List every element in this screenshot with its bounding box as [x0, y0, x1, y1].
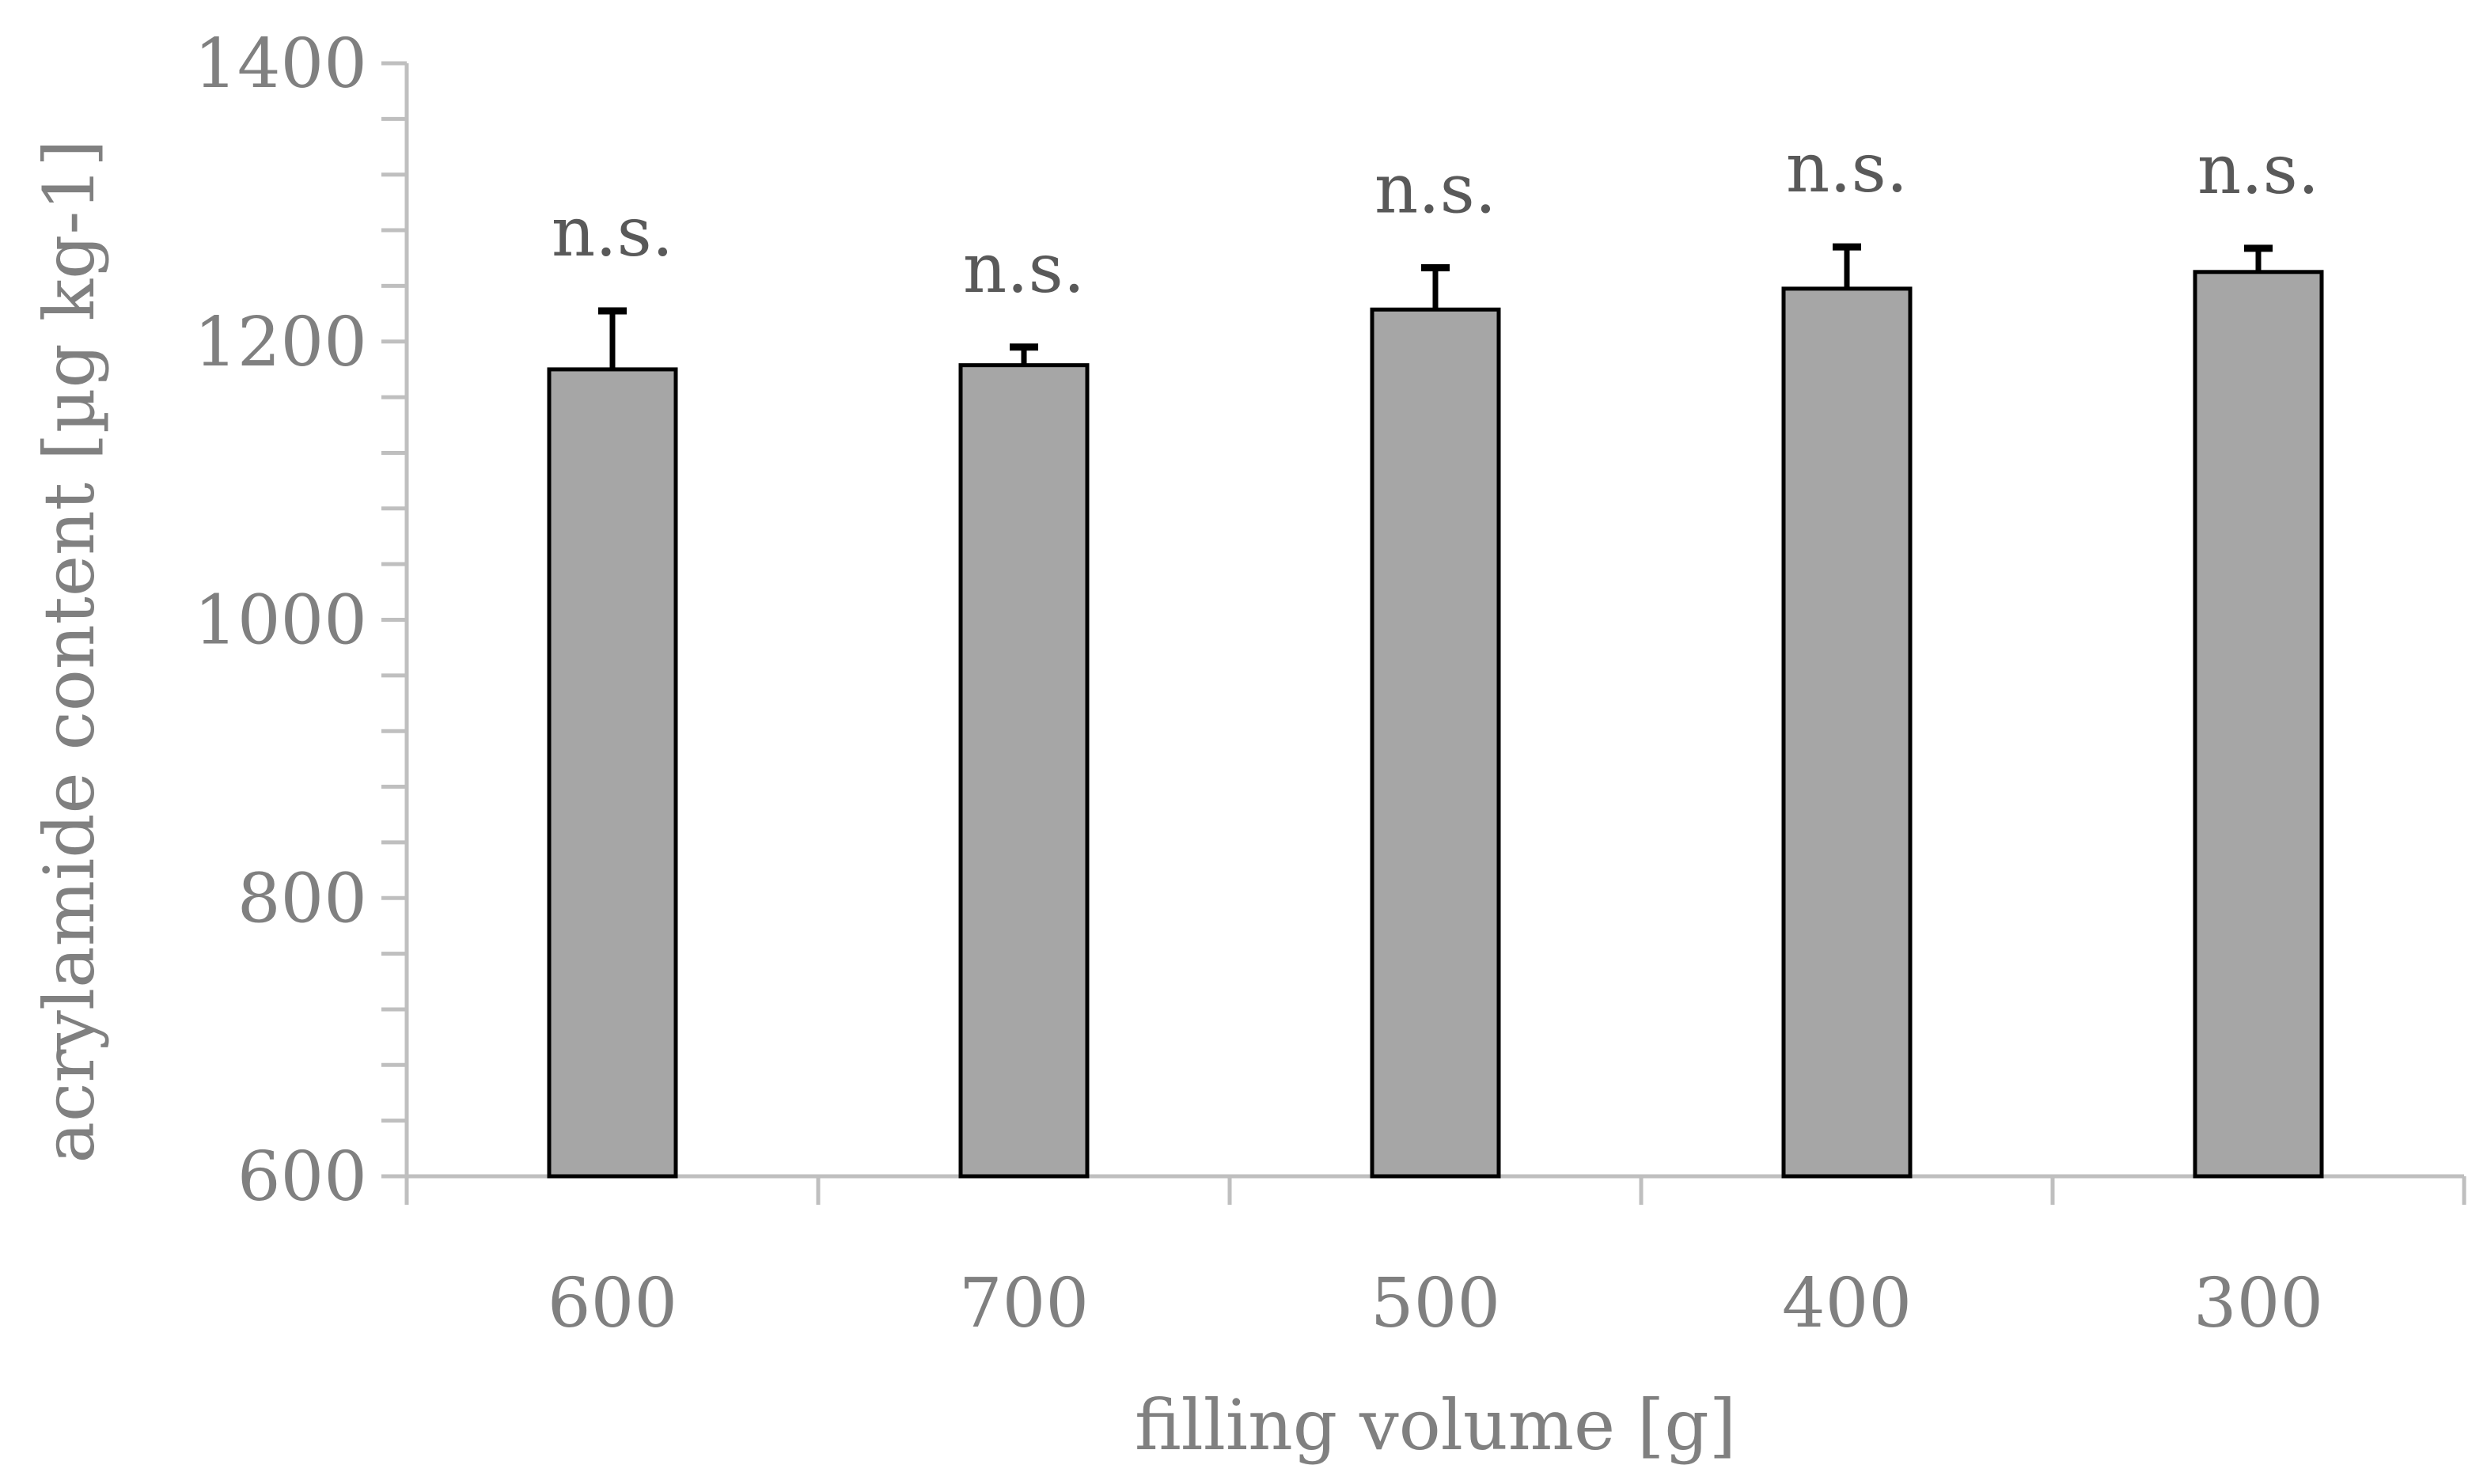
y-axis-title: acrylamide content [µg kg-1] [28, 139, 110, 1163]
bar [2193, 270, 2324, 1179]
y-tick-label: 800 [237, 859, 367, 938]
significance-label: n.s. [963, 229, 1085, 309]
annotations: n.s. n.s. n.s. n.s. n.s. [552, 129, 2319, 309]
y-axis: 600 800 1000 1200 1400 [194, 25, 409, 1217]
y-tick-label: 1200 [194, 303, 367, 382]
x-tick-label: 500 [1371, 1264, 1500, 1343]
bar [1370, 307, 1501, 1179]
significance-label: n.s. [2197, 131, 2319, 210]
bars [547, 270, 2324, 1179]
x-axis-title: filling volume [g] [1135, 1384, 1736, 1466]
y-tick-label: 1000 [194, 581, 367, 661]
bar [1781, 286, 1913, 1179]
error-bars [598, 243, 2273, 369]
bar [547, 367, 678, 1179]
significance-label: n.s. [552, 193, 673, 272]
x-tick-label: 600 [548, 1264, 677, 1343]
x-axis: 600 700 500 400 300 [404, 1174, 2466, 1343]
y-tick-label: 1400 [194, 25, 367, 104]
x-tick-label: 400 [1782, 1264, 1912, 1343]
significance-label: n.s. [1786, 129, 1908, 208]
bar [958, 363, 1090, 1179]
significance-label: n.s. [1374, 150, 1496, 229]
x-tick-label: 700 [959, 1264, 1089, 1343]
y-tick-label: 600 [237, 1138, 367, 1217]
x-tick-label: 300 [2193, 1264, 2323, 1343]
